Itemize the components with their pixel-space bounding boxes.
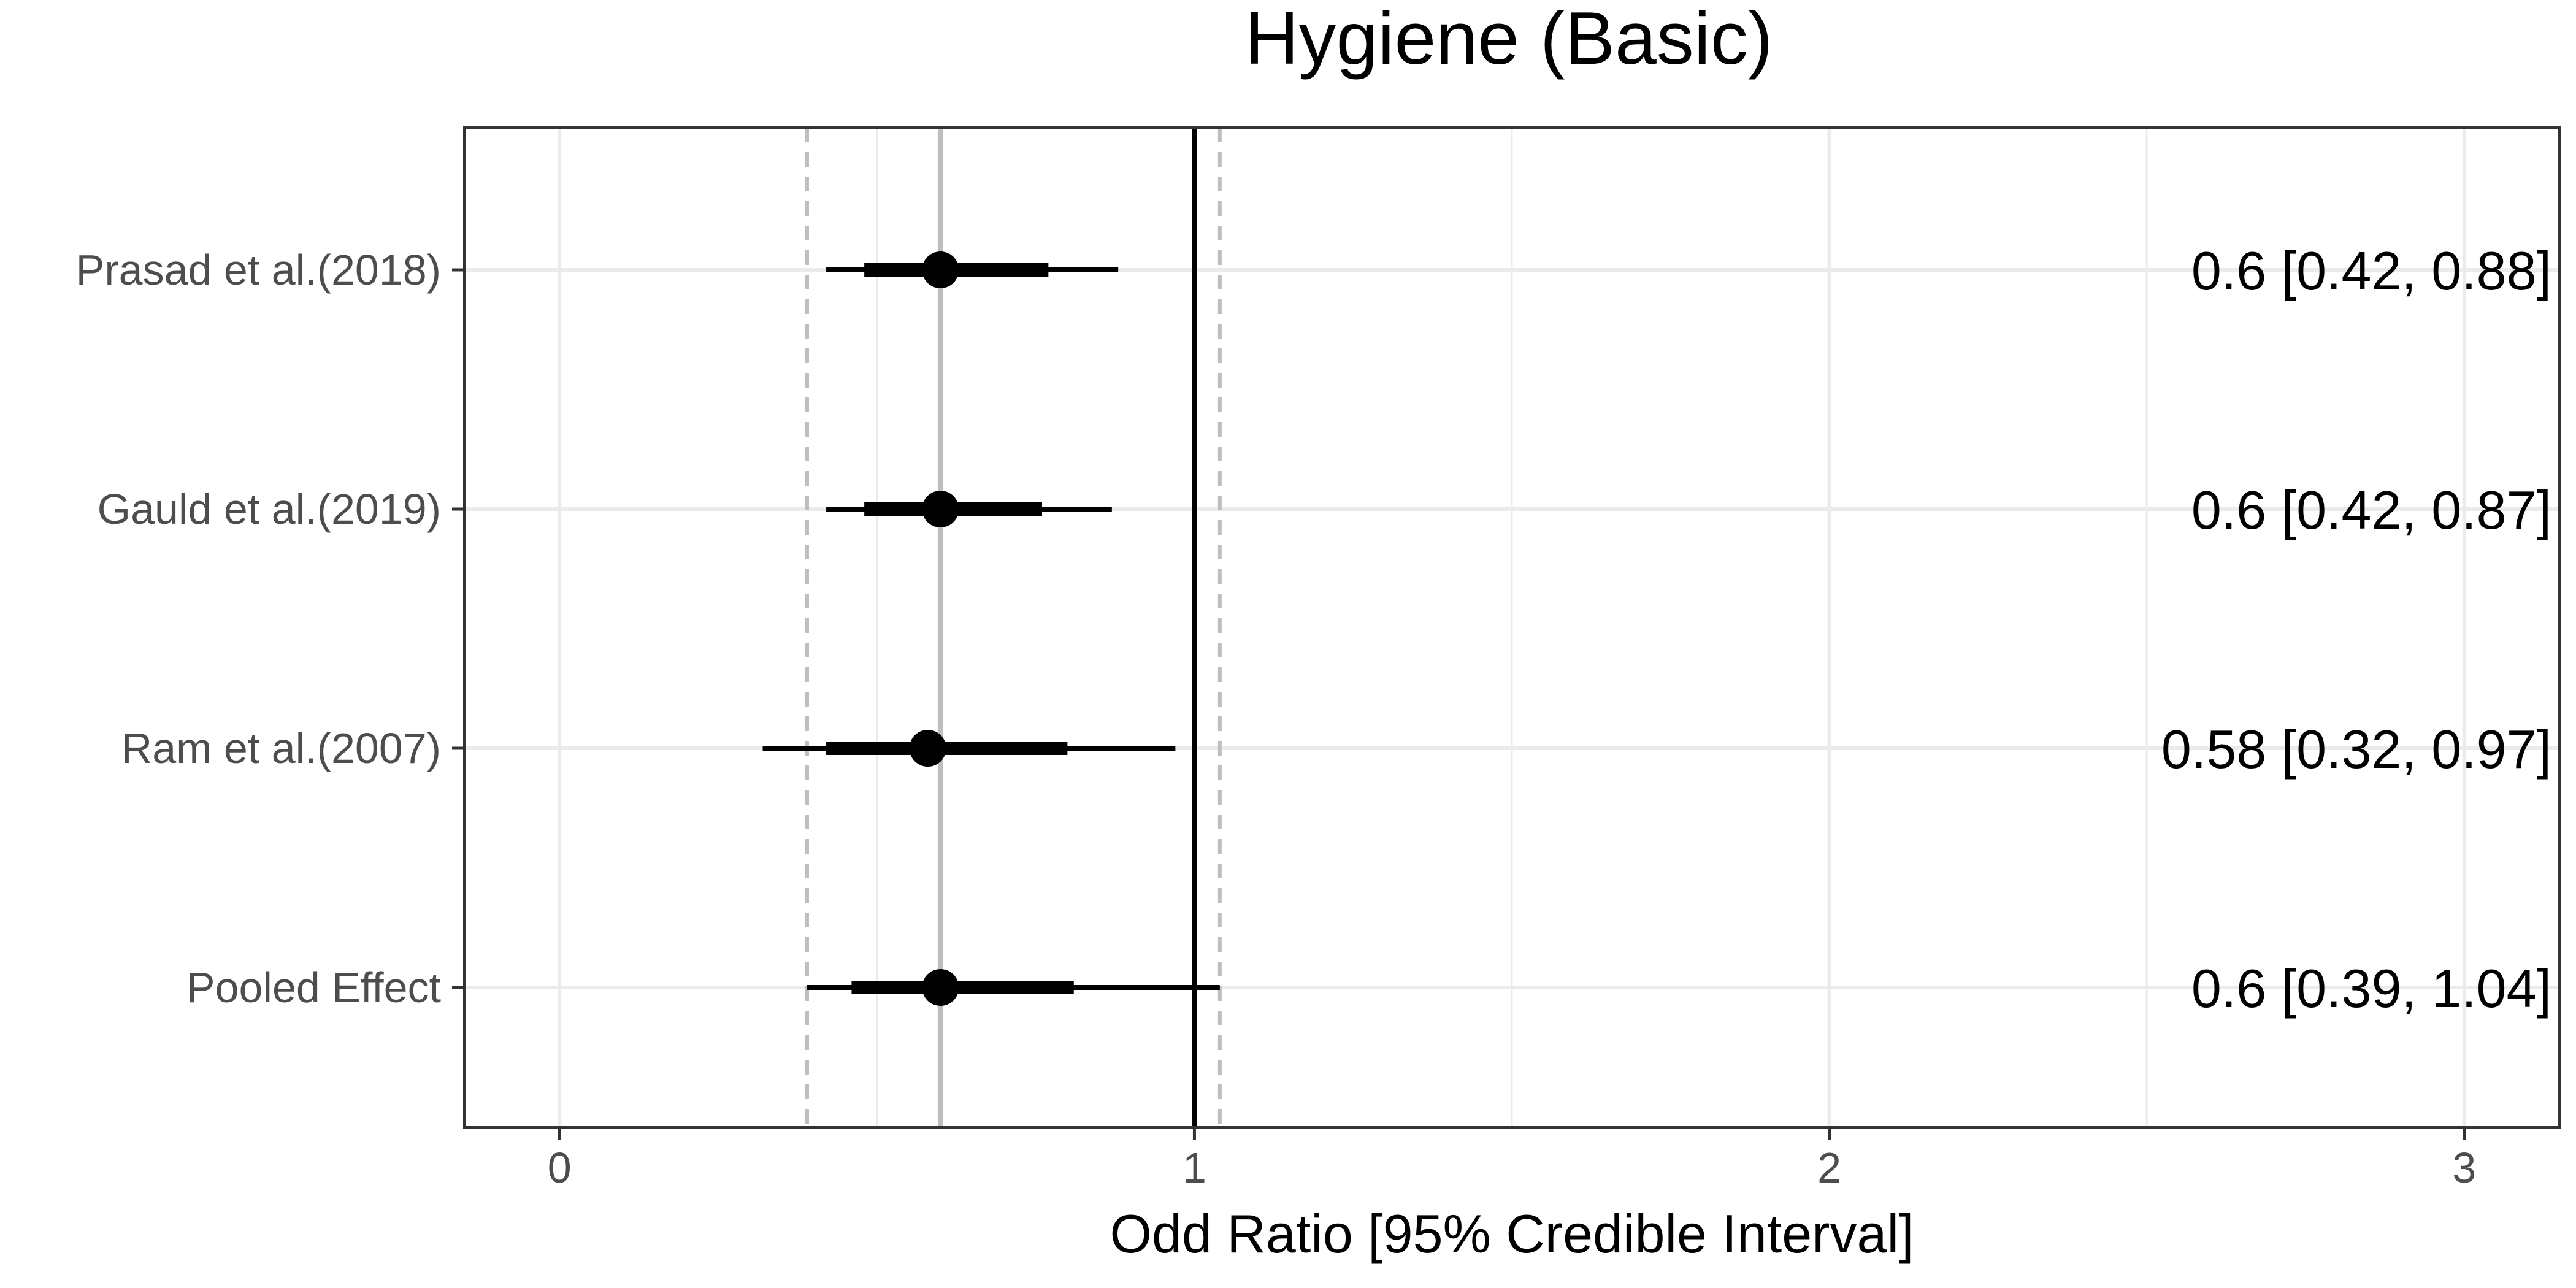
y-tick-label: Ram et al.(2007)	[121, 724, 441, 772]
point-estimate	[922, 969, 959, 1006]
study-row	[826, 251, 1119, 288]
study-row	[807, 969, 1220, 1006]
estimate-labels: 0.6 [0.42, 0.88] 0.6 [0.42, 0.87] 0.58 [0.…	[2161, 240, 2551, 1019]
x-tick-label: 2	[1817, 1144, 1841, 1192]
point-estimate	[922, 491, 959, 527]
x-tick-label: 0	[548, 1144, 572, 1192]
study-row	[762, 730, 1176, 767]
y-tick-label: Gauld et al.(2019)	[98, 485, 441, 533]
y-tick-label: Prasad et al.(2018)	[76, 246, 441, 294]
chart-title: Hygiene (Basic)	[1244, 0, 1773, 80]
x-axis: 0 1 2 3	[548, 1127, 2476, 1192]
estimate-label: 0.6 [0.42, 0.88]	[2191, 240, 2551, 301]
estimate-label: 0.6 [0.39, 1.04]	[2191, 958, 2551, 1019]
estimate-label: 0.58 [0.32, 0.97]	[2161, 719, 2551, 780]
panel-border	[463, 126, 2561, 1129]
x-tick-label: 3	[2452, 1144, 2476, 1192]
reference-lines	[805, 128, 1222, 1127]
y-tick-label: Pooled Effect	[186, 964, 441, 1011]
estimate-label: 0.6 [0.42, 0.87]	[2191, 480, 2551, 540]
x-axis-label: Odd Ratio [95% Credible Interval]	[1110, 1203, 1914, 1264]
point-estimate	[909, 730, 946, 767]
x-tick-label: 1	[1183, 1144, 1206, 1192]
study-rows	[762, 251, 1220, 1006]
point-estimate	[922, 251, 959, 288]
study-row	[826, 491, 1112, 527]
y-axis: Prasad et al.(2018) Gauld et al.(2019) Ram…	[76, 246, 464, 1011]
